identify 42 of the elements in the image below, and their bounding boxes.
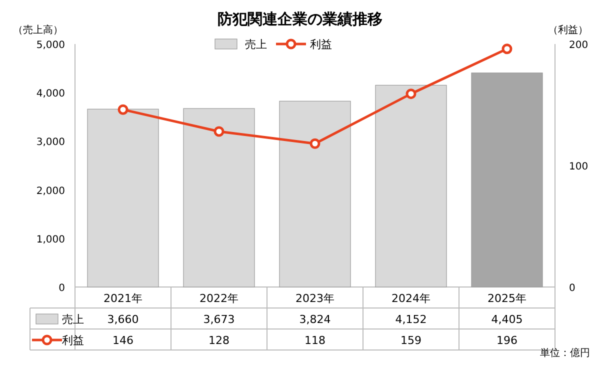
y-tick-label: 1,000 xyxy=(36,234,65,246)
data-label: 128 xyxy=(208,334,230,347)
y-tick-label: 2,000 xyxy=(36,186,65,197)
point xyxy=(406,88,416,100)
x-tick-label: 2022年 xyxy=(200,292,238,305)
point xyxy=(118,104,128,115)
x-tick-label: 2025年 xyxy=(488,292,526,305)
text: 利益 xyxy=(62,334,84,347)
data-label: 4,152 xyxy=(395,313,427,326)
data-label: 3,824 xyxy=(299,313,331,326)
y2-tick-label: 0 xyxy=(569,283,576,294)
data-label: 196 xyxy=(496,334,518,347)
bar xyxy=(87,108,159,288)
data-label: 4,405 xyxy=(491,313,523,326)
point xyxy=(214,126,224,137)
y-tick-label: 5,000 xyxy=(36,40,65,51)
y-axis-title: （売上高） xyxy=(13,24,63,36)
bar xyxy=(375,84,447,288)
y2-axis-title: （利益） xyxy=(548,24,588,36)
point xyxy=(502,44,512,54)
y-tick-label: 4,000 xyxy=(36,88,65,100)
data-label: 146 xyxy=(112,334,134,347)
legend-label: 売上 xyxy=(245,38,267,51)
data-label: 3,660 xyxy=(107,313,139,326)
y-tick-label: 3,000 xyxy=(36,137,65,148)
text: 単位：億円 xyxy=(540,347,590,359)
y2-tick-label: 100 xyxy=(569,162,588,172)
text: 売上 xyxy=(62,313,84,326)
data-label: 159 xyxy=(400,334,422,347)
y2-tick-label: 200 xyxy=(569,40,588,51)
bar xyxy=(279,100,351,288)
x-tick-label: 2024年 xyxy=(392,292,430,305)
chart-title: 防犯関連企業の業績推移 xyxy=(218,10,382,28)
y-tick-label: 0 xyxy=(58,283,65,294)
x-tick-label: 2021年 xyxy=(104,292,142,305)
data-label: 3,673 xyxy=(203,313,235,326)
bar xyxy=(183,108,255,288)
legend-label: 利益 xyxy=(310,38,332,51)
x-tick-label: 2023年 xyxy=(296,292,334,305)
data-label: 118 xyxy=(304,334,326,347)
bar xyxy=(471,72,543,288)
point xyxy=(310,138,320,149)
